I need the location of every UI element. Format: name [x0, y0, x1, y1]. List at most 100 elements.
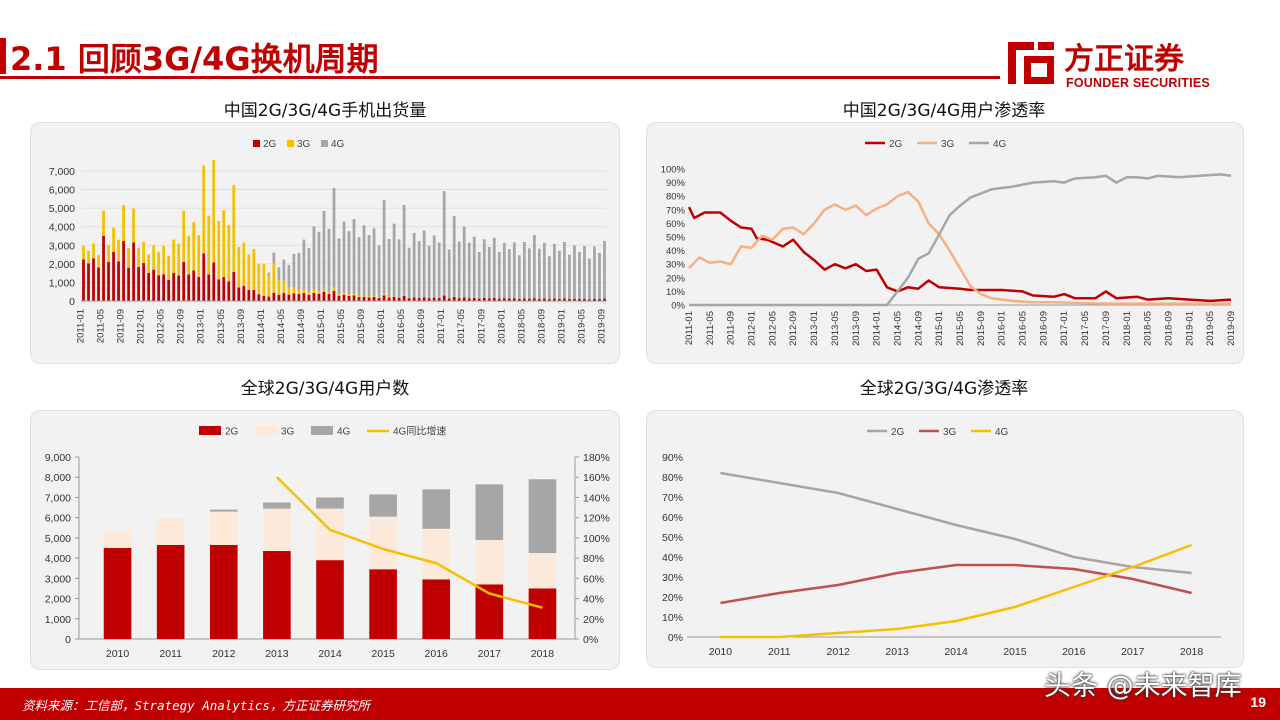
bar-g3	[207, 215, 211, 275]
x-tick-label: 2015-09	[976, 311, 987, 346]
chart-global-users: 0 1,000 2,000 3,000 4,000 5,000 6,000 7,000 8,00…	[45, 425, 610, 661]
bar-g4	[297, 252, 301, 290]
bar-g2	[227, 281, 231, 301]
x-tick-label: 2019-01	[1184, 311, 1195, 346]
y-tick-label: 3,000	[49, 240, 75, 252]
bar-g4	[527, 248, 531, 299]
y-tick-label: 60%	[666, 219, 686, 230]
legend-swatch-4g	[311, 426, 333, 435]
bar-g2	[137, 267, 140, 301]
bar-g3	[132, 208, 135, 243]
bar-4g	[422, 489, 451, 529]
bar-g4	[382, 199, 386, 295]
y-tick-label: 30%	[666, 260, 686, 271]
x-tick-label: 2013	[885, 646, 909, 658]
bar-g2	[112, 251, 115, 301]
logo-mark-icon	[1008, 42, 1054, 84]
x-tick-label: 2012-09	[176, 309, 187, 344]
bar-g2	[447, 298, 451, 301]
bar-g2	[317, 293, 321, 301]
bar-g4	[492, 237, 496, 298]
x-tick-label: 2012-09	[788, 311, 799, 346]
x-tick-label: 2017	[478, 648, 502, 660]
x-tick-label: 2016-05	[1018, 311, 1029, 346]
bar-g2	[367, 297, 371, 301]
bar-g2	[593, 298, 596, 301]
bar-g3	[117, 239, 120, 262]
y2-tick-label: 0%	[583, 634, 598, 646]
bar-g2	[517, 298, 521, 301]
bar-g4	[452, 216, 456, 297]
bar-g2	[162, 274, 166, 301]
legend-label-3g: 3G	[281, 427, 295, 438]
bar-g4	[352, 219, 356, 294]
bar-g2	[507, 298, 511, 301]
bar-g2	[377, 297, 381, 301]
chart-cn-shipments: 0 1,000 2,000 3,000 4,000 5,000 6,000 7,000 2011…	[49, 139, 608, 344]
legend-swatch-2g	[199, 426, 221, 435]
x-tick-label: 2013-05	[830, 311, 841, 346]
bar-g2	[492, 297, 496, 301]
bar-g3	[202, 165, 206, 254]
x-tick-label: 2018-05	[516, 309, 527, 344]
y-tick-label: 40%	[662, 552, 683, 564]
bar-3g	[103, 530, 132, 548]
bar-g4	[487, 246, 491, 299]
bar-g4	[282, 259, 286, 281]
bar-g2	[397, 297, 401, 301]
y-tick-label: 20%	[666, 273, 686, 284]
bar-g3	[182, 210, 186, 262]
legend-label-4g: 4G	[995, 427, 1009, 438]
x-tick-label: 2014-09	[913, 311, 924, 346]
bar-g4	[543, 242, 546, 299]
x-tick-label: 2012-01	[747, 311, 758, 346]
bar-g4	[392, 223, 396, 297]
bar-g4	[548, 256, 551, 300]
bar-g3	[382, 294, 386, 296]
bar-g2	[182, 262, 186, 301]
bar-g4	[573, 245, 576, 299]
bar-g3	[87, 250, 90, 264]
bar-g2	[392, 296, 396, 301]
bar-g3	[232, 185, 236, 273]
bar-g2	[242, 285, 246, 301]
bar-g3	[387, 296, 391, 298]
bar-g3	[97, 255, 100, 268]
bar-2g	[369, 569, 397, 639]
bar-g4	[512, 242, 516, 299]
bar-g2	[543, 298, 546, 301]
bar-g4	[377, 245, 381, 298]
bar-g4	[457, 241, 461, 298]
bar-g2	[563, 298, 566, 301]
bar-g3	[392, 296, 396, 297]
x-tick-label: 2018-09	[1163, 311, 1174, 346]
bar-g2	[287, 294, 291, 301]
y-tick-label: 10%	[666, 287, 686, 298]
bar-g3	[242, 242, 246, 286]
chart-title-global-users: 全球2G/3G/4G用户数	[240, 379, 410, 399]
bar-g4	[387, 238, 391, 297]
x-tick-label: 2016	[425, 648, 449, 660]
y-tick-label: 0%	[671, 301, 685, 312]
bar-g3	[272, 263, 276, 293]
bar-g2	[312, 292, 316, 301]
bar-g4	[532, 234, 536, 299]
bar-g2	[187, 274, 191, 301]
y-tick-label: 8,000	[45, 472, 71, 484]
bar-g2	[147, 272, 151, 301]
legend-swatch-4g	[321, 140, 328, 147]
title-divider	[0, 76, 1000, 79]
bar-g2	[292, 293, 296, 301]
bar-g4	[427, 245, 431, 298]
bar-g3	[92, 243, 95, 259]
bar-g2	[422, 297, 426, 301]
x-tick-label: 2016-05	[396, 309, 407, 344]
x-tick-label: 2016-09	[416, 309, 427, 344]
bar-4g	[263, 502, 291, 509]
y-tick-label: 20%	[662, 592, 683, 604]
y-tick-label: 50%	[662, 532, 683, 544]
bar-g3	[172, 239, 176, 274]
bar-g3	[137, 247, 140, 268]
legend-swatch-3g	[255, 426, 277, 435]
bar-g3	[262, 264, 266, 296]
